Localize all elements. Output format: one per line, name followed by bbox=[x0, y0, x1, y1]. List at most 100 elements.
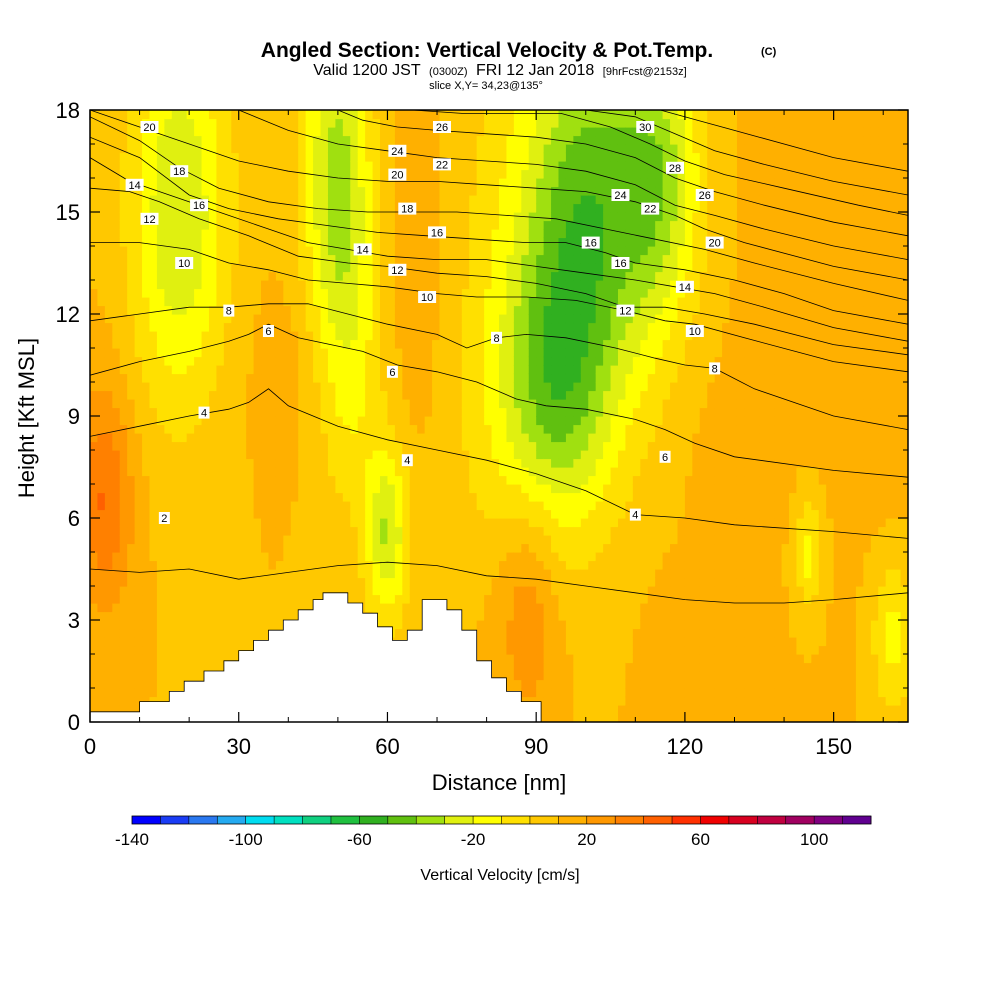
heatmap-cell bbox=[201, 586, 210, 596]
heatmap-cell bbox=[543, 594, 552, 604]
heatmap-cell bbox=[409, 263, 418, 273]
heatmap-cell bbox=[372, 492, 381, 502]
heatmap-cell bbox=[142, 535, 151, 545]
heatmap-cell bbox=[119, 331, 128, 341]
heatmap-cell bbox=[261, 509, 270, 519]
heatmap-cell bbox=[201, 620, 210, 630]
heatmap-cell bbox=[521, 671, 530, 681]
heatmap-cell bbox=[119, 450, 128, 460]
heatmap-cell bbox=[216, 501, 225, 511]
heatmap-cell bbox=[551, 144, 560, 154]
heatmap-cell bbox=[275, 577, 284, 587]
heatmap-cell bbox=[491, 178, 500, 188]
heatmap-cell bbox=[424, 365, 433, 375]
heatmap-cell bbox=[134, 297, 143, 307]
heatmap-cell bbox=[476, 560, 485, 570]
heatmap-cell bbox=[417, 484, 426, 494]
heatmap-cell bbox=[380, 586, 389, 596]
heatmap-cell bbox=[90, 118, 99, 128]
heatmap-cell bbox=[521, 297, 530, 307]
heatmap-cell bbox=[528, 586, 537, 596]
heatmap-cell bbox=[350, 577, 359, 587]
heatmap-cell bbox=[543, 382, 552, 392]
heatmap-cell bbox=[409, 441, 418, 451]
heatmap-cell bbox=[342, 314, 351, 324]
heatmap-cell bbox=[90, 628, 99, 638]
heatmap-cell bbox=[580, 594, 589, 604]
heatmap-cell bbox=[164, 144, 173, 154]
heatmap-cell bbox=[484, 577, 493, 587]
heatmap-cell bbox=[290, 475, 299, 485]
heatmap-cell bbox=[231, 603, 240, 613]
heatmap-cell bbox=[603, 535, 612, 545]
heatmap-cell bbox=[298, 322, 307, 332]
heatmap-cell bbox=[484, 356, 493, 366]
heatmap-cell bbox=[365, 127, 374, 137]
heatmap-cell bbox=[469, 237, 478, 247]
heatmap-cell bbox=[149, 611, 158, 621]
heatmap-cell bbox=[208, 263, 218, 273]
heatmap-cell bbox=[231, 407, 240, 417]
heatmap-cell bbox=[543, 628, 552, 638]
heatmap-cell bbox=[201, 373, 210, 383]
heatmap-cell bbox=[216, 518, 225, 528]
heatmap-cell bbox=[342, 288, 351, 298]
heatmap-cell bbox=[417, 178, 426, 188]
heatmap-cell bbox=[268, 348, 277, 358]
heatmap-cell bbox=[253, 127, 262, 137]
heatmap-cell bbox=[543, 237, 552, 247]
heatmap-cell bbox=[417, 305, 426, 315]
heatmap-cell bbox=[558, 696, 567, 706]
heatmap-cell bbox=[424, 203, 433, 213]
heatmap-cell bbox=[439, 382, 448, 392]
heatmap-cell bbox=[372, 365, 381, 375]
heatmap-cell bbox=[588, 314, 597, 324]
heatmap-cell bbox=[588, 263, 597, 273]
heatmap-cell bbox=[179, 127, 188, 137]
heatmap-cell bbox=[573, 671, 582, 681]
heatmap-cell bbox=[536, 654, 545, 664]
heatmap-cell bbox=[179, 467, 188, 477]
heatmap-cell bbox=[350, 450, 359, 460]
heatmap-cell bbox=[171, 356, 180, 366]
heatmap-cell bbox=[513, 637, 522, 647]
heatmap-cell bbox=[372, 237, 381, 247]
heatmap-cell bbox=[424, 271, 433, 281]
heatmap-cell bbox=[156, 424, 165, 434]
heatmap-cell bbox=[543, 288, 552, 298]
heatmap-cell bbox=[201, 178, 210, 188]
heatmap-cell bbox=[380, 501, 389, 511]
heatmap-cell bbox=[231, 484, 240, 494]
heatmap-cell bbox=[603, 543, 612, 553]
heatmap-cell bbox=[231, 509, 240, 519]
heatmap-cell bbox=[156, 246, 165, 256]
heatmap-cell bbox=[491, 212, 500, 222]
heatmap-cell bbox=[372, 518, 381, 528]
heatmap-cell bbox=[394, 577, 403, 587]
heatmap-cell bbox=[156, 220, 165, 230]
heatmap-cell bbox=[432, 280, 441, 290]
heatmap-cell bbox=[90, 577, 99, 587]
heatmap-cell bbox=[506, 373, 515, 383]
heatmap-cell bbox=[90, 696, 99, 706]
heatmap-cell bbox=[595, 356, 604, 366]
heatmap-cell bbox=[127, 679, 136, 689]
heatmap-cell bbox=[90, 611, 99, 621]
heatmap-cell bbox=[246, 263, 255, 273]
heatmap-cell bbox=[432, 526, 441, 536]
heatmap-cell bbox=[595, 220, 604, 230]
heatmap-cell bbox=[104, 237, 113, 247]
heatmap-cell bbox=[127, 492, 136, 502]
heatmap-cell bbox=[231, 322, 240, 332]
heatmap-cell bbox=[97, 263, 106, 273]
heatmap-cell bbox=[97, 484, 106, 494]
heatmap-cell bbox=[365, 594, 374, 604]
heatmap-cell bbox=[528, 543, 537, 553]
heatmap-cell bbox=[104, 280, 113, 290]
heatmap-cell bbox=[417, 560, 426, 570]
heatmap-cell bbox=[313, 373, 322, 383]
heatmap-cell bbox=[580, 416, 589, 426]
heatmap-cell bbox=[171, 603, 180, 613]
heatmap-cell bbox=[476, 229, 485, 239]
heatmap-cell bbox=[469, 569, 478, 579]
